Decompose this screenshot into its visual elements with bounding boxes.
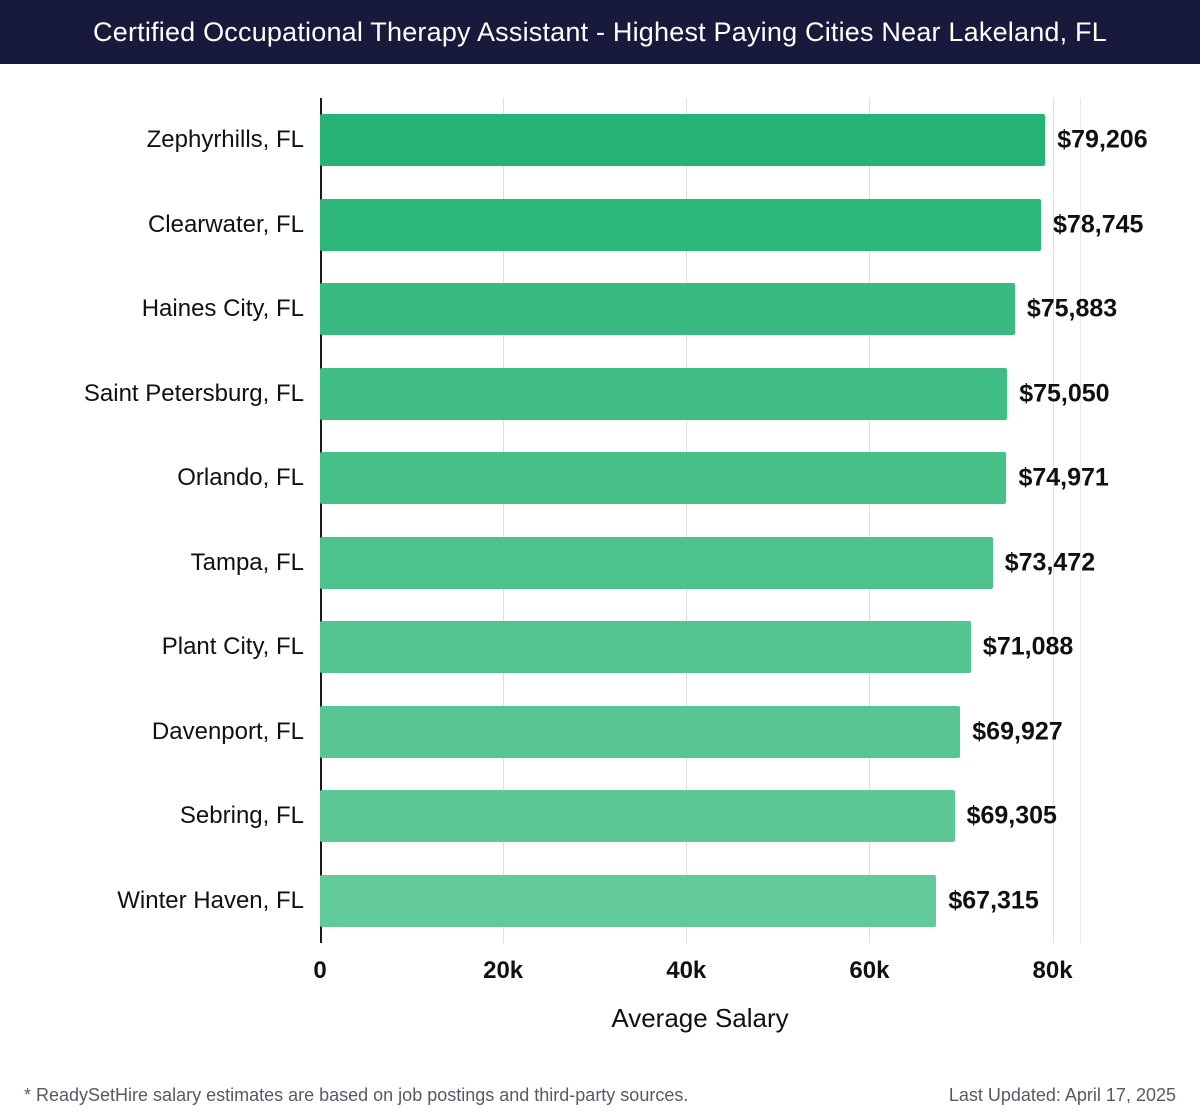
bar-category-label: Winter Haven, FL: [117, 886, 304, 914]
bar-track: $75,883: [320, 267, 1117, 352]
bar-category-label: Zephyrhills, FL: [146, 126, 304, 154]
x-axis-label-row: Average Salary: [320, 1003, 1080, 1034]
bar-category-label: Saint Petersburg, FL: [83, 379, 304, 407]
x-tick-label: 0: [313, 957, 327, 984]
bar-track: $74,971: [320, 436, 1109, 521]
x-tick-label: 80k: [1032, 957, 1073, 984]
bar-track: $75,050: [320, 352, 1110, 437]
x-tick-label: 40k: [666, 957, 707, 984]
bar-category-label: Sebring, FL: [179, 802, 304, 830]
bar-value-label: $69,305: [966, 801, 1057, 830]
bar-value-label: $71,088: [982, 632, 1074, 661]
bar-row: Haines City, FL $75,883: [0, 267, 1200, 352]
bar-category-label: Plant City, FL: [161, 633, 304, 661]
bar-category-label: Haines City, FL: [141, 295, 304, 323]
bar-row: Saint Petersburg, FL $75,050: [0, 352, 1200, 437]
bar-value-label: $79,206: [1057, 125, 1148, 154]
bar-track: $69,305: [320, 774, 1080, 859]
bar-value-label: $73,472: [1004, 548, 1096, 577]
bar-row: Sebring, FL $69,305: [0, 774, 1200, 859]
bar-track: $73,472: [320, 521, 1095, 606]
bar: [320, 536, 993, 589]
bar: [320, 874, 937, 927]
bar-category-label: Orlando, FL: [177, 464, 304, 492]
footer: * ReadySetHire salary estimates are base…: [24, 1085, 1176, 1106]
bar-row: Clearwater, FL $78,745: [0, 183, 1200, 268]
bar-track: $71,088: [320, 605, 1080, 690]
bar: [320, 367, 1008, 420]
bar: [320, 283, 1015, 336]
bar-category-label: Davenport, FL: [151, 717, 304, 745]
x-tick-label: 60k: [849, 957, 890, 984]
bar-row: Tampa, FL $73,472: [0, 521, 1200, 606]
bar-track: $79,206: [320, 98, 1148, 183]
bar-row: Zephyrhills, FL $79,206: [0, 98, 1200, 183]
bar-row: Winter Haven, FL $67,315: [0, 859, 1200, 944]
plot-area: Zephyrhills, FL $79,206 Clearwater, FL $…: [0, 98, 1200, 1034]
bar-value-label: $69,927: [972, 717, 1063, 746]
x-axis-label: Average Salary: [611, 1003, 789, 1033]
bar-track: $67,315: [320, 859, 1080, 944]
bar: [320, 114, 1046, 167]
bar-category-label: Clearwater, FL: [147, 210, 304, 238]
bar: [320, 198, 1042, 251]
page-title: Certified Occupational Therapy Assistant…: [93, 16, 1107, 47]
bar-rows: Zephyrhills, FL $79,206 Clearwater, FL $…: [0, 98, 1200, 943]
title-bar: Certified Occupational Therapy Assistant…: [0, 0, 1200, 64]
x-tick-label: 20k: [483, 957, 524, 984]
bar: [320, 705, 961, 758]
bar: [320, 621, 971, 674]
bar: [320, 452, 1007, 505]
bar-value-label: $78,745: [1053, 210, 1144, 239]
footer-last-updated: Last Updated: April 17, 2025: [948, 1085, 1176, 1105]
x-axis-ticks: 0 20k 40k 60k 80k: [313, 957, 1080, 989]
bar-value-label: $67,315: [948, 886, 1039, 915]
bar-value-label: $75,883: [1026, 294, 1118, 323]
bar-value-label: $74,971: [1018, 463, 1109, 492]
bar-track: $78,745: [320, 183, 1143, 268]
bar-row: Orlando, FL $74,971: [0, 436, 1200, 521]
bar-track: $69,927: [320, 690, 1080, 775]
bar-row: Plant City, FL $71,088: [0, 605, 1200, 690]
bar: [320, 790, 955, 843]
bar-category-label: Tampa, FL: [190, 548, 304, 576]
bar-row: Davenport, FL $69,927: [0, 690, 1200, 775]
bar-value-label: $75,050: [1019, 379, 1110, 408]
footer-note: * ReadySetHire salary estimates are base…: [24, 1085, 689, 1105]
